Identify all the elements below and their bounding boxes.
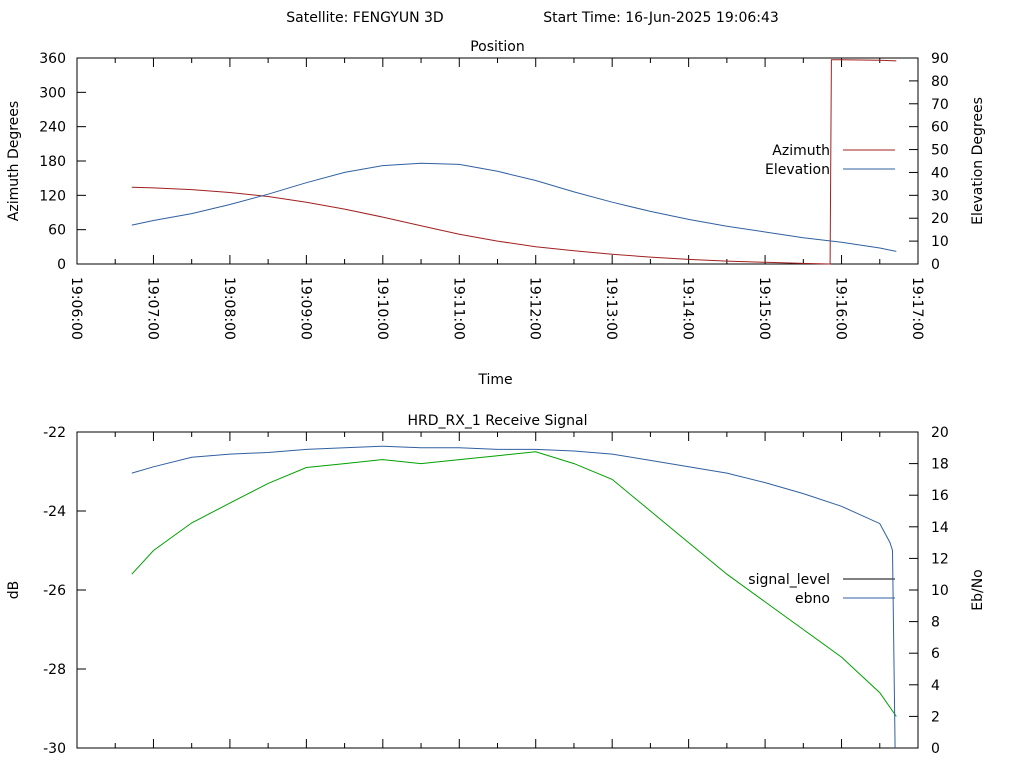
y-tick-label: -30 xyxy=(43,741,66,757)
x-tick-label: 19:08:00 xyxy=(221,277,237,340)
series-line-signal-level xyxy=(131,451,897,717)
chart-title: Position xyxy=(470,39,525,55)
y2-axis-label: Eb/No xyxy=(970,569,986,611)
y-axis-label: dB xyxy=(6,581,22,600)
y-tick-label: -22 xyxy=(43,425,66,441)
y2-tick-label: 0 xyxy=(931,741,940,757)
y2-tick-label: 60 xyxy=(931,120,949,136)
y2-tick-label: 6 xyxy=(931,646,940,662)
start-time-label: Start Time: 16-Jun-2025 19:06:43 xyxy=(543,10,779,26)
y2-axis-label: Elevation Degrees xyxy=(970,97,986,225)
series-line-azimuth xyxy=(131,59,897,265)
plot-frame xyxy=(76,57,919,265)
y2-tick-label: 40 xyxy=(931,165,949,181)
satellite-label: Satellite: FENGYUN 3D xyxy=(286,10,443,26)
chart-title: HRD_RX_1 Receive Signal xyxy=(408,413,588,429)
y2-tick-label: 16 xyxy=(931,488,949,504)
x-tick-label: 19:15:00 xyxy=(756,277,772,340)
x-tick-label: 19:16:00 xyxy=(833,277,849,340)
y2-tick-label: 70 xyxy=(931,97,949,113)
receive-signal-chart: HRD_RX_1 Receive Signal -22 -24 -26 -28 -30 0 2… xyxy=(6,413,986,757)
y-tick-label: 180 xyxy=(39,154,66,170)
y2-tick-label: 50 xyxy=(931,143,949,159)
y-tick-label: 360 xyxy=(39,51,66,67)
x-tick-label: 19:07:00 xyxy=(144,277,160,340)
y2-tick-label: 90 xyxy=(931,51,949,67)
y-tick-label: 60 xyxy=(48,223,66,239)
y-tick-label: 0 xyxy=(57,257,66,273)
position-chart: Position 19:06:00 19:07:00 19:08:00 19:09:00… xyxy=(6,39,986,388)
y-tick-label: -24 xyxy=(43,504,66,520)
x-tick-label: 19:10:00 xyxy=(374,277,390,340)
x-tick-label: 19:06:00 xyxy=(68,277,84,340)
y2-tick-label: 4 xyxy=(931,678,940,694)
y2-tick-label: 20 xyxy=(931,211,949,227)
x-tick-label: 19:12:00 xyxy=(527,277,543,340)
y-tick-label: 240 xyxy=(39,120,66,136)
y-axis-label: Azimuth Degrees xyxy=(6,101,22,221)
legend-label: ebno xyxy=(795,591,830,607)
y2-tick-label: 12 xyxy=(931,551,949,567)
y2-tick-label: 80 xyxy=(931,74,949,90)
x-tick-label: 19:09:00 xyxy=(297,277,313,340)
y-tick-label: -26 xyxy=(43,583,66,599)
y2-tick-label: 8 xyxy=(931,615,940,631)
legend-label: signal_level xyxy=(748,572,830,588)
y-tick-label: 300 xyxy=(39,85,66,101)
legend-label: Azimuth xyxy=(772,143,830,159)
series-line-ebno xyxy=(131,445,896,749)
y2-tick-label: 30 xyxy=(931,188,949,204)
y2-tick-label: 10 xyxy=(931,234,949,250)
y2-tick-label: 10 xyxy=(931,583,949,599)
y2-tick-label: 2 xyxy=(931,709,940,725)
plot-frame xyxy=(76,431,919,749)
y-tick-label: -28 xyxy=(43,662,66,678)
series-line-elevation xyxy=(131,162,897,252)
x-axis-label: Time xyxy=(477,372,512,388)
x-tick-label: 19:14:00 xyxy=(680,277,696,340)
x-tick-label: 19:11:00 xyxy=(450,277,466,340)
x-tick-label: 19:17:00 xyxy=(909,277,925,340)
legend-label: Elevation xyxy=(765,162,830,178)
x-tick-label: 19:13:00 xyxy=(603,277,619,340)
y2-tick-label: 18 xyxy=(931,457,949,473)
y2-tick-label: 20 xyxy=(931,425,949,441)
y-tick-label: 120 xyxy=(39,188,66,204)
y2-tick-label: 0 xyxy=(931,257,940,273)
y2-tick-label: 14 xyxy=(931,520,949,536)
